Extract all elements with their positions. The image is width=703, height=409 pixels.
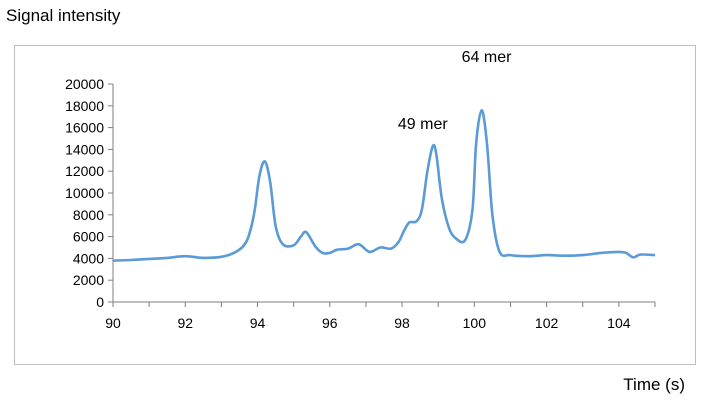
x-tick-label: 92	[177, 315, 193, 331]
x-tick-label: 104	[607, 315, 631, 331]
y-tick-label: 10000	[65, 185, 104, 201]
y-tick-label: 6000	[73, 229, 104, 245]
y-tick-label: 14000	[65, 141, 104, 157]
peak-annotation: 64 mer	[462, 49, 512, 66]
y-tick-label: 4000	[73, 250, 104, 266]
y-tick-label: 2000	[73, 272, 104, 288]
x-tick-label: 98	[394, 315, 410, 331]
x-tick-label: 102	[535, 315, 559, 331]
x-axis-label: Time (s)	[623, 375, 685, 394]
x-tick-label: 90	[105, 315, 121, 331]
y-tick-label: 18000	[65, 98, 104, 114]
y-tick-label: 16000	[65, 120, 104, 136]
x-tick-label: 94	[250, 315, 266, 331]
y-tick-label: 0	[96, 294, 104, 310]
y-tick-label: 20000	[65, 76, 104, 92]
x-tick-label: 96	[322, 315, 338, 331]
y-tick-label: 8000	[73, 207, 104, 223]
y-tick-label: 12000	[65, 163, 104, 179]
series-line	[112, 108, 656, 262]
peak-annotation: 49 mer	[398, 116, 448, 133]
y-axis-label: Signal intensity	[6, 6, 121, 25]
chart-area	[14, 45, 696, 365]
x-tick-label: 100	[463, 315, 487, 331]
